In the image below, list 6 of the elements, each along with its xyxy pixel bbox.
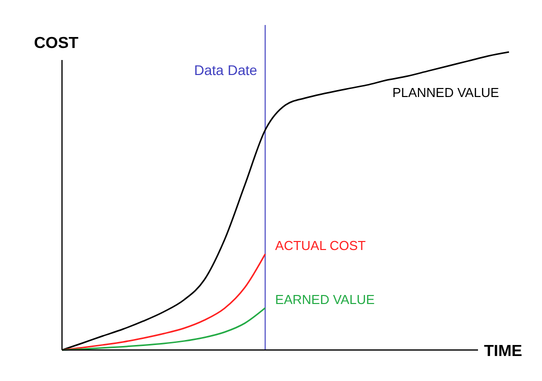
series-label: ACTUAL COST (275, 238, 366, 254)
y-axis-title: COST (34, 35, 79, 52)
series-label: PLANNED VALUE (392, 85, 500, 100)
series-label: EARNED VALUE (275, 292, 375, 307)
annotation: Data Date (194, 62, 258, 78)
x-axis-title: TIME (484, 343, 523, 360)
